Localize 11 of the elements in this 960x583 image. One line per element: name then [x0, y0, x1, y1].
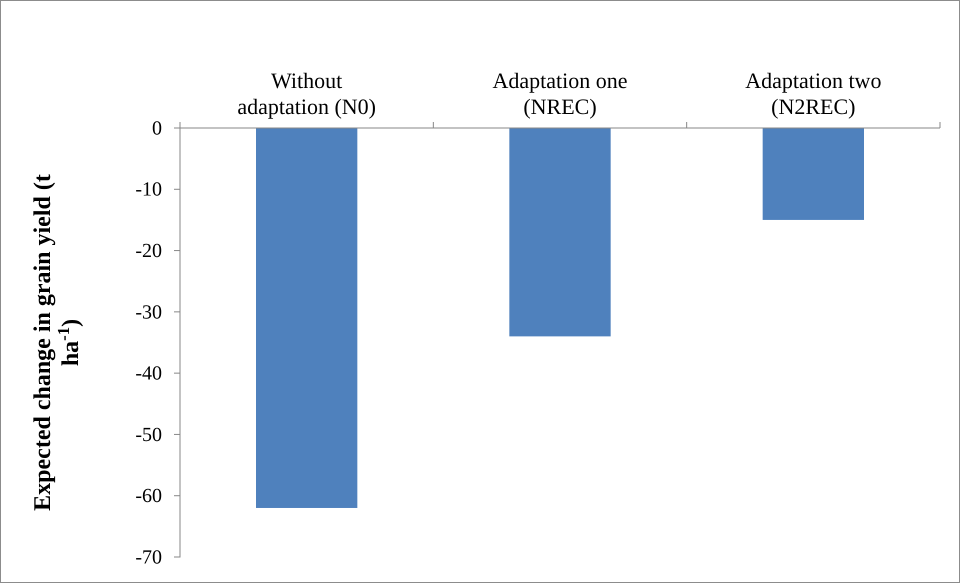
y-tick-label: -70 — [135, 546, 162, 568]
y-tick-label: -50 — [135, 424, 162, 446]
y-tick-label: -40 — [135, 362, 162, 385]
y-tick-label: -20 — [135, 240, 162, 262]
x-tick-label: Adaptation two (N2REC) — [745, 68, 882, 119]
x-tick-label: Without adaptation (N0) — [237, 68, 376, 119]
y-tick-label: 0 — [152, 117, 162, 140]
x-tick-label: Adaptation one (NREC) — [492, 68, 628, 119]
y-tick-label: -30 — [135, 301, 162, 324]
y-tick-label: -10 — [135, 178, 162, 201]
y-tick-label: -60 — [135, 485, 162, 508]
